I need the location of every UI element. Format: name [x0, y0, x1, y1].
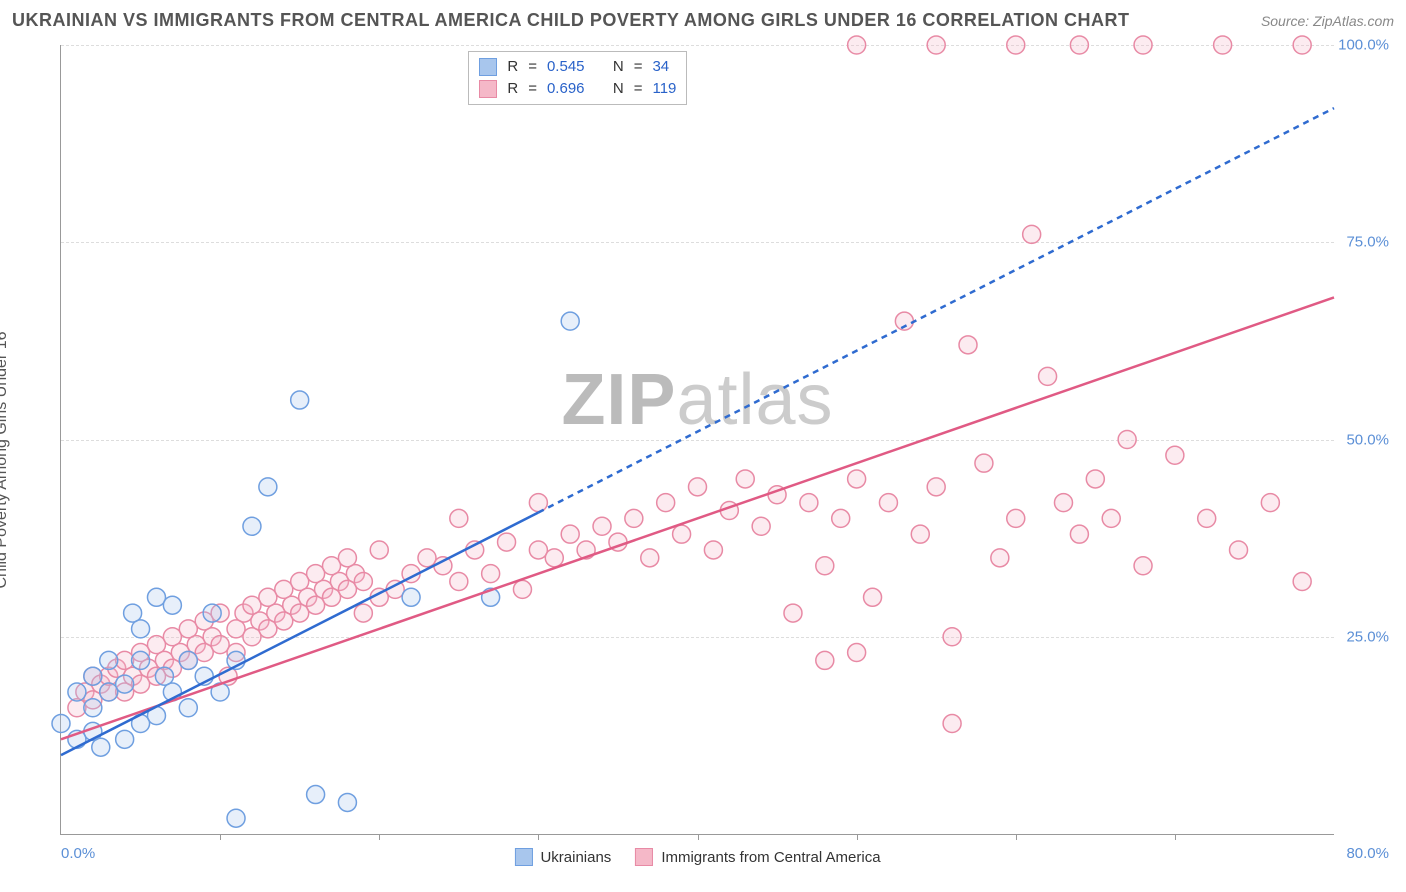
swatch-central-america: [479, 80, 497, 98]
y-axis-label: Child Poverty Among Girls Under 16: [0, 332, 11, 589]
x-tick-max: 80.0%: [1346, 845, 1389, 862]
swatch-central-america: [635, 848, 653, 866]
y-tick-label: 25.0%: [1346, 628, 1389, 645]
x-tick-min: 0.0%: [61, 845, 95, 862]
y-tick-label: 50.0%: [1346, 431, 1389, 448]
y-tick-label: 100.0%: [1338, 37, 1389, 54]
eq-sign: =: [528, 56, 537, 78]
swatch-ukrainians: [479, 58, 497, 76]
legend-correlation: R = 0.545 N = 34 R = 0.696 N = 119: [468, 51, 687, 105]
eq-sign: =: [528, 78, 537, 100]
scatter-svg: [61, 45, 1334, 834]
y-tick-label: 75.0%: [1346, 234, 1389, 251]
n-label: N: [613, 78, 624, 100]
swatch-ukrainians: [514, 848, 532, 866]
eq-sign: =: [634, 56, 643, 78]
r-value-ukrainians: 0.545: [547, 56, 585, 78]
n-value-central-america: 119: [652, 78, 676, 100]
source-label: Source: ZipAtlas.com: [1261, 13, 1394, 29]
legend-row-ukrainians: R = 0.545 N = 34: [479, 56, 676, 78]
legend-series: Ukrainians Immigrants from Central Ameri…: [514, 848, 880, 866]
legend-item-ukrainians: Ukrainians: [514, 848, 611, 866]
plot-area: ZIPatlas R = 0.545 N = 34 R = 0.696: [60, 45, 1334, 835]
eq-sign: =: [634, 78, 643, 100]
r-value-central-america: 0.696: [547, 78, 585, 100]
legend-row-central-america: R = 0.696 N = 119: [479, 78, 676, 100]
chart-title: UKRAINIAN VS IMMIGRANTS FROM CENTRAL AME…: [12, 10, 1130, 31]
chart-container: Child Poverty Among Girls Under 16 ZIPat…: [12, 40, 1394, 880]
r-label: R: [507, 78, 518, 100]
n-value-ukrainians: 34: [652, 56, 669, 78]
series-label-ukrainians: Ukrainians: [540, 849, 611, 866]
r-label: R: [507, 56, 518, 78]
legend-item-central-america: Immigrants from Central America: [635, 848, 880, 866]
series-label-central-america: Immigrants from Central America: [661, 849, 880, 866]
n-label: N: [613, 56, 624, 78]
